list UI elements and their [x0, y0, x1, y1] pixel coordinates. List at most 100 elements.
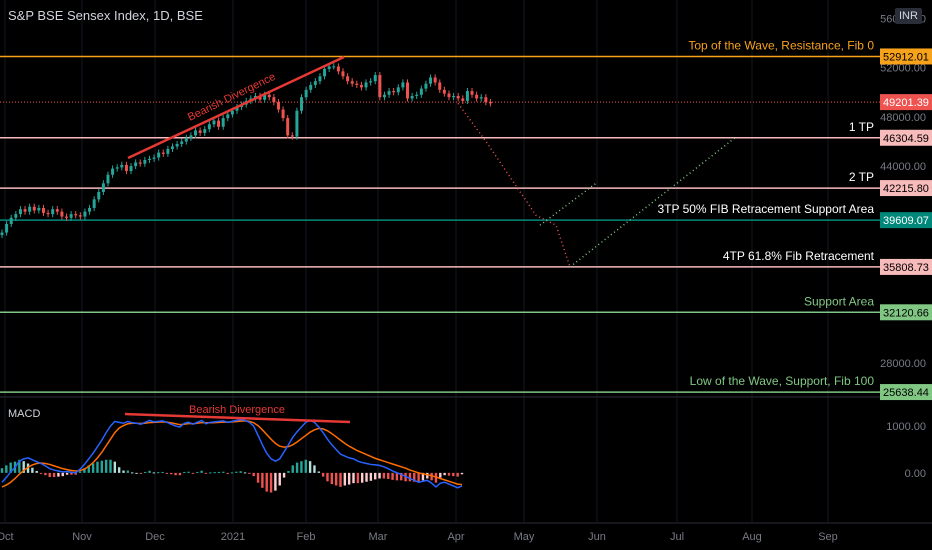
- macd-hist-56: [243, 472, 247, 474]
- candle-105: [484, 97, 488, 103]
- time-tick-8: Jun: [588, 531, 606, 543]
- candle-49: [226, 114, 230, 119]
- time-tick-9: Jul: [670, 531, 684, 543]
- time-tick-6: Apr: [447, 531, 464, 543]
- candle-47: [217, 120, 221, 127]
- divergence-line-macd: [124, 412, 351, 424]
- macd-hist-73: [317, 471, 320, 473]
- candle-86: [396, 87, 400, 93]
- macd-hist-22: [96, 461, 99, 473]
- candle-7: [32, 206, 36, 211]
- candle-46: [212, 120, 216, 125]
- candle-28: [129, 166, 133, 172]
- macd-hist-34: [148, 470, 151, 473]
- macd-tick-0: 1000.00: [886, 421, 926, 433]
- macd-hist-63: [274, 472, 277, 491]
- candle-38: [175, 143, 179, 147]
- level-value-0: 52912.01: [883, 51, 929, 63]
- level-badge-3: [880, 180, 932, 197]
- candle-45: [207, 124, 211, 130]
- macd-hist-14: [61, 472, 64, 477]
- macd-hist-16: [70, 472, 73, 475]
- candle-80: [369, 81, 373, 83]
- candle-70: [323, 68, 327, 77]
- level-label-6: Support Area: [804, 294, 874, 308]
- candle-98: [452, 95, 456, 98]
- macd-hist-47: [204, 472, 208, 474]
- macd-hist-29: [126, 470, 130, 473]
- candle-25: [115, 167, 119, 169]
- candle-16: [74, 214, 78, 216]
- projection-path-1: [539, 182, 597, 226]
- macd-hist-60: [261, 472, 264, 488]
- candle-102: [470, 91, 474, 95]
- candle-35: [161, 152, 165, 154]
- candle-104: [479, 97, 483, 99]
- macd-hist-11: [48, 472, 51, 478]
- candle-94: [433, 77, 437, 83]
- macd-hist-77: [334, 472, 338, 486]
- macd-hist-103: [447, 472, 451, 476]
- candle-58: [267, 94, 271, 98]
- candle-63: [290, 135, 294, 137]
- candle-51: [235, 107, 239, 111]
- macd-hist-94: [408, 472, 412, 482]
- candle-15: [69, 214, 73, 218]
- candle-66: [304, 89, 308, 98]
- macd-hist-89: [387, 472, 390, 479]
- candle-56: [258, 95, 262, 100]
- candle-103: [475, 94, 479, 99]
- candle-64: [295, 110, 299, 137]
- candle-3: [14, 214, 18, 218]
- macd-hist-88: [382, 472, 386, 479]
- macd-hist-15: [65, 472, 69, 475]
- candle-44: [203, 129, 207, 133]
- candle-22: [101, 183, 105, 192]
- level-value-4: 39609.07: [883, 215, 929, 227]
- macd-hist-80: [347, 472, 351, 485]
- macd-hist-84: [365, 472, 368, 482]
- macd-hist-62: [269, 472, 273, 493]
- macd-hist-85: [369, 472, 373, 481]
- level-label-7: Low of the Wave, Support, Fib 100: [690, 374, 875, 388]
- candle-9: [41, 207, 45, 213]
- candle-12: [55, 209, 59, 212]
- candle-34: [157, 152, 161, 158]
- macd-hist-24: [104, 459, 108, 473]
- candle-11: [51, 209, 55, 215]
- macd-tick-1: 0.00: [905, 468, 926, 480]
- candle-8: [37, 207, 41, 211]
- macd-hist-95: [413, 472, 416, 482]
- time-tick-0: Oct: [0, 531, 14, 543]
- macd-title: MACD: [8, 408, 41, 420]
- macd-hist-10: [44, 472, 47, 476]
- macd-hist-59: [256, 472, 260, 483]
- macd-hist-65: [282, 472, 286, 478]
- candle-106: [488, 102, 492, 104]
- candle-99: [456, 95, 460, 99]
- macd-hist-41: [178, 472, 182, 476]
- candle-18: [83, 211, 87, 217]
- candle-31: [143, 159, 147, 164]
- macd-hist-51: [222, 471, 225, 473]
- candle-14: [65, 216, 69, 218]
- macd-hist-50: [217, 471, 221, 473]
- candle-37: [170, 146, 174, 149]
- level-value-5: 35808.73: [883, 262, 929, 274]
- macd-hist-27: [117, 467, 121, 473]
- macd-hist-30: [130, 472, 134, 474]
- candle-97: [447, 93, 451, 98]
- candle-101: [465, 91, 469, 101]
- candle-10: [46, 212, 50, 215]
- price-tick-4: 28000.00: [880, 358, 926, 370]
- price-tick-1: 52000.00: [880, 63, 926, 75]
- candle-85: [392, 91, 396, 93]
- candle-100: [461, 98, 465, 101]
- macd-hist-23: [100, 460, 104, 473]
- candle-75: [346, 76, 350, 82]
- level-value-6: 32120.66: [883, 307, 929, 319]
- currency-badge[interactable]: INR: [895, 8, 922, 24]
- macd-hist-26: [113, 461, 117, 473]
- candle-26: [120, 164, 124, 168]
